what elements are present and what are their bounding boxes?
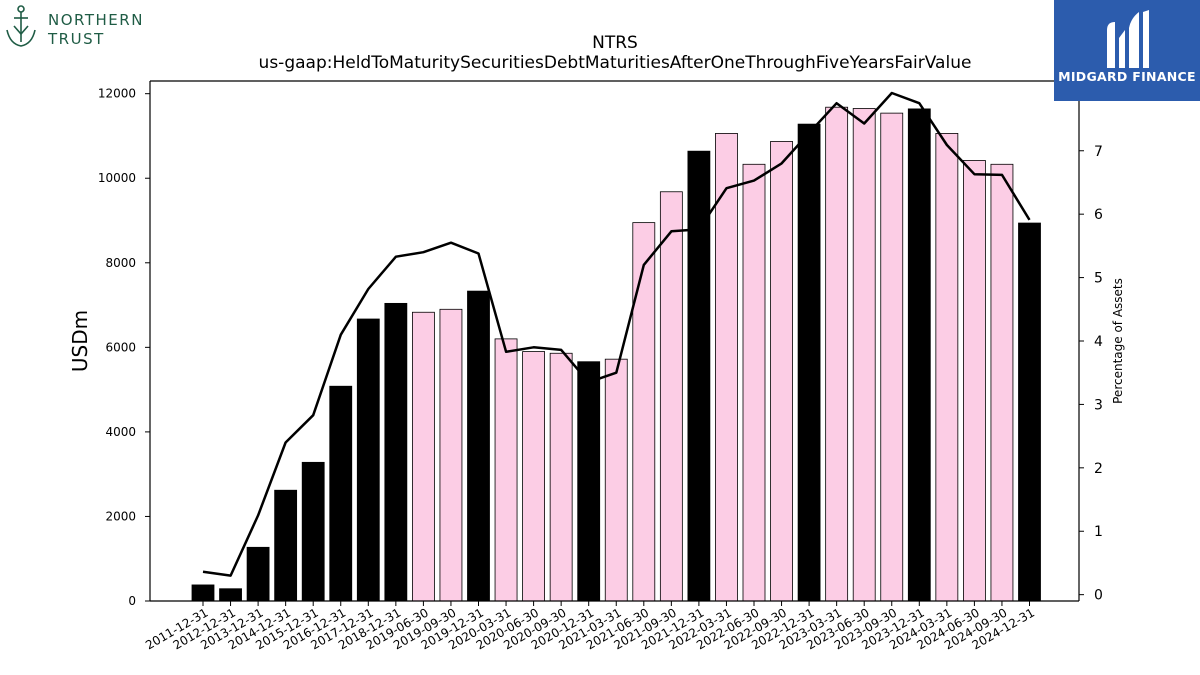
bar-2022-03-31: [715, 133, 738, 602]
bar-2022-06-30: [742, 163, 766, 602]
bar-2018-12-31: [384, 302, 408, 602]
chart-subtitle: us-gaap:HeldToMaturitySecuritiesDebtMatu…: [259, 53, 972, 73]
bar-2019-06-30: [411, 311, 435, 602]
bar-2020-09-30: [549, 352, 573, 602]
line-layer: [202, 91, 1031, 577]
axes-layer: [149, 80, 1080, 602]
bar-2019-09-30: [439, 308, 463, 602]
y2-tick-label-5: 5: [1094, 271, 1103, 287]
bar-2021-06-30: [632, 222, 656, 602]
y2-tick-label-4: 4: [1094, 334, 1103, 350]
y-tick-label-0: 0: [128, 594, 136, 608]
bar-2021-03-31: [604, 358, 628, 602]
y-tick-label-12000: 12000: [98, 87, 136, 101]
midgard-finance-logo: MIDGARD FINANCE: [1054, 0, 1200, 101]
y-tick-label-10000: 10000: [98, 171, 136, 185]
chart-title: NTRS: [592, 33, 638, 53]
bar-2014-12-31: [274, 489, 298, 602]
anchor-icon: [6, 5, 36, 47]
bar-2020-12-31: [577, 361, 601, 602]
bar-2023-06-30: [852, 108, 876, 602]
bar-2011-12-31: [191, 584, 215, 602]
bar-2022-12-31: [797, 123, 821, 602]
y-tick-label-4000: 4000: [105, 425, 136, 439]
bar-2022-09-30: [770, 141, 793, 602]
bar-2023-03-31: [825, 106, 849, 602]
midgard-emblem-icon: [1107, 10, 1149, 68]
bars-layer: [191, 106, 1041, 602]
y2-tick-label-7: 7: [1094, 144, 1103, 160]
bar-2024-06-30: [963, 160, 986, 602]
bar-2023-09-30: [880, 112, 904, 602]
y2-tick-label-3: 3: [1094, 397, 1103, 413]
bar-2015-12-31: [301, 461, 325, 602]
y2-axis-label: Percentage of Assets: [1111, 278, 1125, 404]
bar-2020-06-30: [522, 351, 545, 602]
y2-tick-label-1: 1: [1094, 524, 1103, 540]
bar-2017-12-31: [356, 318, 380, 602]
y2-tick-label-6: 6: [1094, 207, 1103, 223]
northern-trust-name-line2: TRUST: [47, 30, 105, 48]
bar-2024-09-30: [990, 163, 1014, 602]
y2-tick-label-2: 2: [1094, 461, 1103, 477]
bar-2024-03-31: [935, 133, 959, 602]
northern-trust-name-line1: NORTHERN: [48, 11, 144, 29]
bar-2019-12-31: [467, 290, 490, 602]
y-tick-label-2000: 2000: [105, 509, 136, 523]
bar-2023-12-31: [907, 108, 931, 602]
bar-2020-03-31: [494, 338, 518, 602]
northern-trust-logo: NORTHERN TRUST: [6, 5, 144, 48]
bar-2024-12-31: [1018, 222, 1041, 602]
y-tick-label-6000: 6000: [105, 340, 136, 354]
y2-tick-label-0: 0: [1094, 588, 1103, 604]
bar-2013-12-31: [246, 546, 270, 602]
midgard-finance-name: MIDGARD FINANCE: [1058, 69, 1196, 84]
y-tick-label-8000: 8000: [105, 256, 136, 270]
bar-2012-12-31: [219, 588, 242, 602]
bar-2016-12-31: [329, 385, 353, 602]
y-axis-label: USDm: [68, 310, 92, 372]
bar-2021-09-30: [659, 191, 683, 602]
